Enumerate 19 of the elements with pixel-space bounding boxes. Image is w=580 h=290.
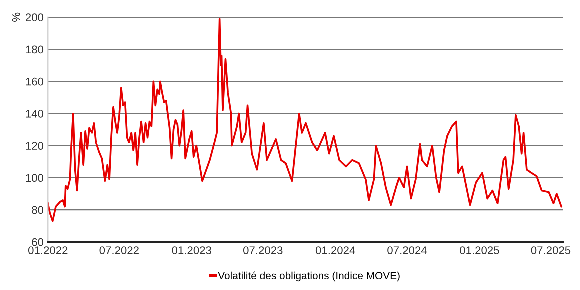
line-series <box>48 18 563 222</box>
x-tick-label: 07.2022 <box>100 246 139 254</box>
y-axis-title: % <box>12 12 20 22</box>
x-tick-label: 01.2025 <box>460 246 500 254</box>
x-tick-label: 01.2023 <box>172 246 212 254</box>
y-tick-label: 200 <box>26 14 44 22</box>
y-tick-label: 140 <box>26 110 44 118</box>
y-tick-label: 180 <box>26 46 44 54</box>
y-tick-label: 160 <box>26 78 44 86</box>
y-tick-label: 120 <box>26 142 44 150</box>
x-tick-label: 07.2024 <box>388 246 428 254</box>
x-tick-label: 01.2024 <box>316 246 356 254</box>
y-tick-label: 100 <box>26 174 44 182</box>
x-tick-label: 07.2023 <box>243 246 283 254</box>
y-tick-label: 80 <box>32 206 44 214</box>
y-tick-label: 60 <box>32 238 44 246</box>
x-tick-label: 07.2025 <box>531 246 571 254</box>
legend-label: Volatilité des obligations (Indice MOVE) <box>218 272 400 282</box>
x-tick-label: 01.2022 <box>28 246 68 254</box>
